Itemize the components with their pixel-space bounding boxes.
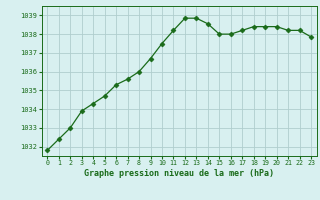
X-axis label: Graphe pression niveau de la mer (hPa): Graphe pression niveau de la mer (hPa) [84,169,274,178]
